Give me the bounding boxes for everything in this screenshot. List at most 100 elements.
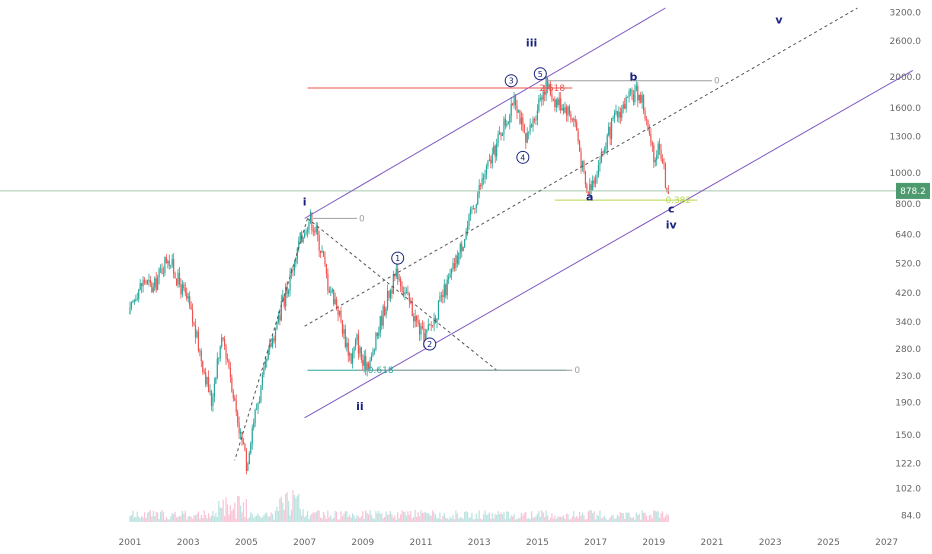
volume-bar <box>615 518 617 522</box>
candle-body <box>568 106 571 114</box>
volume-bar <box>401 510 403 522</box>
candle-body <box>523 124 525 134</box>
volume-bar <box>296 495 298 522</box>
candle-body <box>573 119 575 121</box>
volume-bar <box>203 510 205 522</box>
volume-bar <box>263 515 265 522</box>
time-tick-label: 2007 <box>293 538 316 548</box>
volume-bar <box>302 509 304 522</box>
price-tick-label: 230.0 <box>895 372 921 382</box>
volume-bar <box>573 511 575 522</box>
volume-bar <box>282 502 284 522</box>
volume-bar <box>506 511 508 522</box>
volume-bar <box>397 512 399 522</box>
candle-body <box>587 192 589 195</box>
volume-bar <box>586 519 588 522</box>
volume-bar <box>232 508 234 522</box>
candle-body <box>385 308 387 316</box>
candle-body <box>472 208 474 210</box>
volume-bar <box>571 516 573 522</box>
volume-bar <box>481 519 483 522</box>
candle-body <box>491 154 493 164</box>
candle-body <box>455 255 457 269</box>
candle-body <box>600 151 603 163</box>
candle-body <box>330 291 332 293</box>
candle-body <box>216 358 218 378</box>
candle-body <box>660 149 662 160</box>
volume-bar <box>187 516 189 522</box>
candle-body <box>506 123 508 126</box>
volume-bar <box>542 512 544 522</box>
volume-bar <box>311 513 313 522</box>
volume-bar <box>625 512 627 522</box>
volume-bar <box>191 518 194 522</box>
candle-body <box>146 280 149 284</box>
candle-body <box>175 278 178 286</box>
candle-body <box>404 292 406 295</box>
candle-body <box>640 94 642 103</box>
candle-body <box>477 193 479 205</box>
candle-body <box>616 110 619 118</box>
volume-bar <box>599 510 601 522</box>
candle-body <box>544 91 546 95</box>
volume-bar <box>619 511 621 522</box>
volume-bar <box>469 517 472 522</box>
candle-body <box>280 301 282 321</box>
candle-body <box>641 95 643 103</box>
candle-body <box>554 99 556 108</box>
volume-bar <box>389 511 392 522</box>
candle-body <box>496 143 498 157</box>
candle-body <box>218 358 220 359</box>
candle-body <box>194 325 197 338</box>
candle-body <box>197 331 199 351</box>
candle-body <box>254 409 256 424</box>
candle-body <box>436 318 438 323</box>
candle-body <box>452 263 454 270</box>
volume-bar <box>158 518 160 522</box>
candle-body <box>400 278 402 287</box>
volume-bar <box>167 519 169 522</box>
candle-body <box>234 398 236 401</box>
candle-body <box>381 316 383 326</box>
candle-body <box>516 105 518 113</box>
candle-body <box>384 306 386 316</box>
zero-level-label: 0 <box>359 214 365 224</box>
volume-bar <box>260 517 262 522</box>
volume-bar <box>482 514 485 522</box>
candle-body <box>401 286 403 293</box>
candle-body <box>271 338 274 347</box>
volume-bar <box>666 513 668 522</box>
volume-bar <box>471 512 473 522</box>
volume-bar <box>660 513 662 522</box>
candle-body <box>429 324 431 326</box>
volume-bar <box>341 516 344 522</box>
candle-body <box>565 106 568 116</box>
candle-body <box>417 320 419 324</box>
candle-body <box>247 463 249 471</box>
candle-body <box>449 273 451 278</box>
volume-bar <box>181 510 183 522</box>
volume-bar <box>366 512 368 522</box>
volume-bar <box>213 516 215 522</box>
candle-body <box>266 358 268 362</box>
volume-bar <box>523 512 525 522</box>
candle-body <box>482 178 485 180</box>
volume-bar <box>398 518 400 522</box>
fib-level-label: 2.618 <box>539 84 565 94</box>
circled-wave-number: 2 <box>427 340 432 349</box>
circled-wave-label: 1 <box>391 251 405 265</box>
volume-bar <box>437 518 440 522</box>
candle-body <box>317 226 319 235</box>
volume-bar <box>494 513 496 522</box>
candle-body <box>151 283 153 292</box>
channel-line <box>304 70 914 419</box>
price-tick-label: 1000.0 <box>890 169 922 179</box>
volume-bar <box>221 508 223 522</box>
volume-bar <box>381 513 383 522</box>
candle-body <box>456 255 458 264</box>
volume-bar <box>274 510 277 522</box>
volume-bar <box>629 517 632 522</box>
candle-body <box>174 273 176 279</box>
volume-bar <box>468 518 470 522</box>
candle-body <box>432 325 434 326</box>
